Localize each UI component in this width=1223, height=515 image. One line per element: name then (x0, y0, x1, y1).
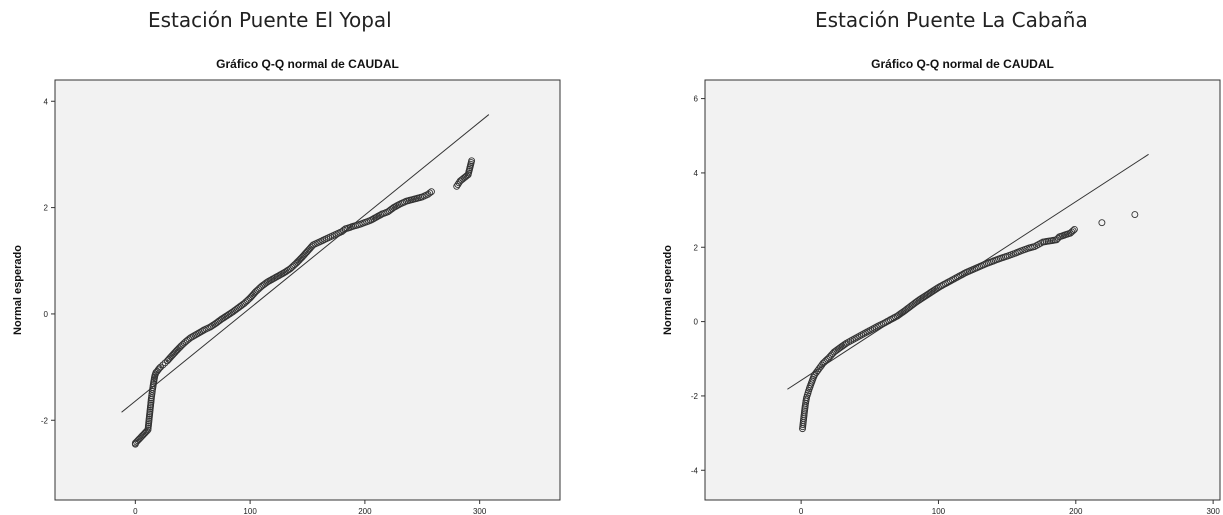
chart-1-point-113 (941, 280, 949, 288)
chart-0-point-5 (136, 434, 144, 442)
chart-0-point-228 (454, 181, 462, 189)
chart-1-ytick-label-3: 2 (694, 243, 699, 252)
chart-0-point-7 (138, 432, 146, 440)
qq-chart-right: Gráfico Q-Q normal de CAUDALValor observ… (662, 57, 1221, 515)
chart-0-point-6 (137, 433, 145, 441)
chart-0-ytick-label-2: 2 (44, 204, 49, 213)
chart-1-point-187 (1070, 225, 1078, 233)
chart-1-point-72 (881, 319, 889, 326)
chart-1-title: Gráfico Q-Q normal de CAUDAL (871, 57, 1054, 71)
chart-1-point-186 (1069, 227, 1077, 235)
qq-chart-left: Gráfico Q-Q normal de CAUDALValor observ… (12, 57, 561, 515)
chart-0-point-4 (135, 436, 143, 443)
chart-0-point-53 (166, 354, 174, 362)
chart-1-xtick-label-2: 200 (1069, 507, 1083, 515)
chart-1-point-74 (885, 317, 893, 325)
chart-0-points (131, 157, 476, 448)
chart-0-xtick-label-3: 300 (473, 507, 487, 515)
chart-1-point-75 (886, 316, 894, 324)
chart-1-point-76 (888, 315, 896, 323)
chart-0-ytick-label-1: 0 (44, 310, 49, 319)
chart-1-points (799, 211, 1139, 433)
chart-0-xtick-label-0: 0 (133, 507, 138, 515)
chart-1-point-73 (883, 318, 891, 326)
chart-0-point-59 (173, 347, 181, 355)
chart-0-point-49 (159, 361, 167, 369)
chart-1-point-118 (950, 275, 958, 283)
chart-0-reference-line (121, 114, 490, 413)
chart-1-ytick-label-1: -2 (691, 392, 699, 401)
chart-1-ytick-label-4: 4 (694, 169, 699, 178)
chart-0-ytick-label-3: 4 (44, 97, 49, 106)
chart-1-point-112 (940, 281, 948, 289)
chart-1-point-50 (841, 340, 849, 348)
chart-0-xtick-label-1: 100 (243, 507, 257, 515)
chart-1-point-109 (935, 283, 942, 291)
chart-1-point-117 (948, 276, 956, 284)
chart-1-xtick-label-3: 300 (1206, 507, 1220, 515)
chart-1-xtick-label-1: 100 (932, 507, 946, 515)
chart-0-point-227 (453, 182, 461, 190)
chart-0-point-9 (141, 429, 148, 437)
chart-1-point-111 (938, 282, 946, 289)
chart-1-plot-area (704, 79, 1221, 501)
chart-1-point-189 (1131, 211, 1139, 218)
chart-0-point-50 (161, 359, 169, 367)
chart-0-point-54 (167, 353, 175, 361)
chart-1-point-119 (952, 274, 960, 282)
chart-0-point-8 (139, 431, 147, 439)
chart-0-point-48 (157, 363, 165, 371)
chart-1-point-122 (957, 271, 965, 279)
chart-0-point-55 (168, 352, 176, 360)
chart-0-point-244 (468, 157, 476, 165)
chart-1-point-12 (801, 402, 809, 410)
chart-0-plot-area (54, 79, 561, 501)
chart-1-ytick-label-5: 6 (694, 95, 699, 104)
chart-0-point-3 (134, 437, 142, 445)
chart-1-point-115 (945, 278, 953, 286)
chart-1-ylabel: Normal esperado (662, 245, 674, 335)
chart-1-point-188 (1098, 219, 1106, 227)
chart-1-point-114 (943, 279, 951, 287)
panel-heading-left: Estación Puente El Yopal (148, 8, 392, 32)
chart-0-point-1 (131, 439, 139, 447)
chart-0-point-226 (428, 188, 435, 196)
chart-1-point-121 (955, 272, 963, 280)
chart-0-point-57 (170, 349, 178, 357)
chart-1-point-120 (953, 273, 961, 281)
chart-0-ytick-label-0: -2 (41, 416, 49, 425)
chart-1-ytick-label-2: 0 (694, 318, 699, 327)
panel-heading-right: Estación Puente La Cabaña (815, 8, 1088, 32)
chart-0-point-225 (426, 189, 434, 197)
chart-1-point-71 (880, 320, 887, 327)
chart-0-point-146 (297, 255, 305, 263)
chart-0-point-58 (172, 348, 179, 356)
chart-0-point-143 (293, 258, 301, 266)
chart-0-title: Gráfico Q-Q normal de CAUDAL (216, 57, 399, 71)
chart-0-point-142 (292, 259, 300, 267)
chart-0-point-144 (294, 257, 302, 265)
chart-0-ylabel: Normal esperado (12, 245, 24, 335)
chart-1-ytick-label-0: -4 (691, 466, 699, 475)
chart-0-point-2 (133, 438, 140, 446)
chart-0-point-77 (199, 327, 207, 335)
chart-1-point-116 (947, 277, 954, 285)
chart-0-xtick-label-2: 200 (358, 507, 372, 515)
chart-1-xtick-label-0: 0 (799, 507, 804, 515)
chart-1-point-110 (936, 283, 944, 290)
chart-0-point-145 (296, 256, 303, 264)
chart-0-point-61 (175, 344, 183, 352)
chart-0-point-56 (169, 350, 177, 358)
chart-0-point-60 (174, 345, 182, 353)
